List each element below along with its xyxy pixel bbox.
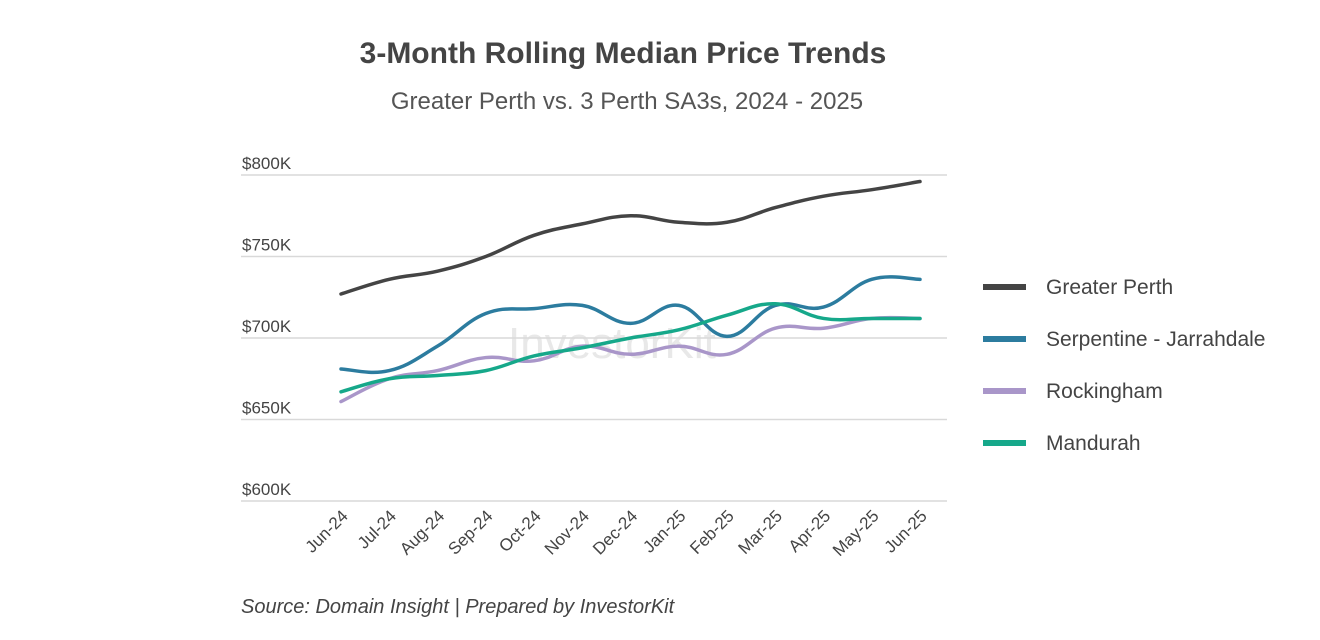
x-tick-label: Feb-25 <box>686 506 738 558</box>
x-tick-label: May-25 <box>829 506 883 560</box>
y-axis-tick-labels: $600K $650K $700K $750K $800K <box>242 154 292 499</box>
legend-label-rockingham: Rockingham <box>1046 380 1163 403</box>
x-tick-label: Jun-25 <box>881 506 931 556</box>
series-line-mandurah <box>339 302 922 394</box>
x-tick-label: Jan-25 <box>639 506 689 556</box>
legend-label-greater-perth: Greater Perth <box>1046 276 1173 299</box>
y-tick-label: $800K <box>242 154 292 173</box>
series-line-rockingham <box>339 315 922 404</box>
x-tick-label: Aug-24 <box>396 506 448 558</box>
x-tick-label: Mar-25 <box>735 506 787 558</box>
x-tick-label: Apr-25 <box>785 506 835 556</box>
y-tick-label: $700K <box>242 317 292 336</box>
x-tick-label: Jun-24 <box>302 506 352 556</box>
x-axis-tick-labels: Jun-24 Jul-24Aug-24Sep-24Oct-24Nov-24Dec-… <box>302 506 931 560</box>
legend-label-mandurah: Mandurah <box>1046 432 1141 455</box>
y-tick-label: $650K <box>242 399 292 418</box>
x-tick-label: Nov-24 <box>541 506 593 558</box>
chart-subtitle: Greater Perth vs. 3 Perth SA3s, 2024 - 2… <box>391 88 863 115</box>
x-tick-label: Dec-24 <box>589 506 641 558</box>
y-gridlines <box>241 174 947 502</box>
source-note: Source: Domain Insight | Prepared by Inv… <box>241 596 676 618</box>
chart-title: 3-Month Rolling Median Price Trends <box>360 37 887 70</box>
series-line-greater-perth <box>339 179 922 296</box>
y-tick-label: $600K <box>242 480 292 499</box>
x-tick-label: Jul-24 <box>354 506 400 552</box>
legend: Greater Perth Serpentine - Jarrahdale Rock… <box>983 276 1265 455</box>
series-line-serpentine-jarrahdale <box>339 275 922 375</box>
y-tick-label: $750K <box>242 236 292 255</box>
x-tick-label: Oct-24 <box>495 506 545 556</box>
series-lines <box>339 179 922 404</box>
x-tick-label: Sep-24 <box>444 506 496 558</box>
legend-label-serpentine-jarrahdale: Serpentine - Jarrahdale <box>1046 328 1265 351</box>
